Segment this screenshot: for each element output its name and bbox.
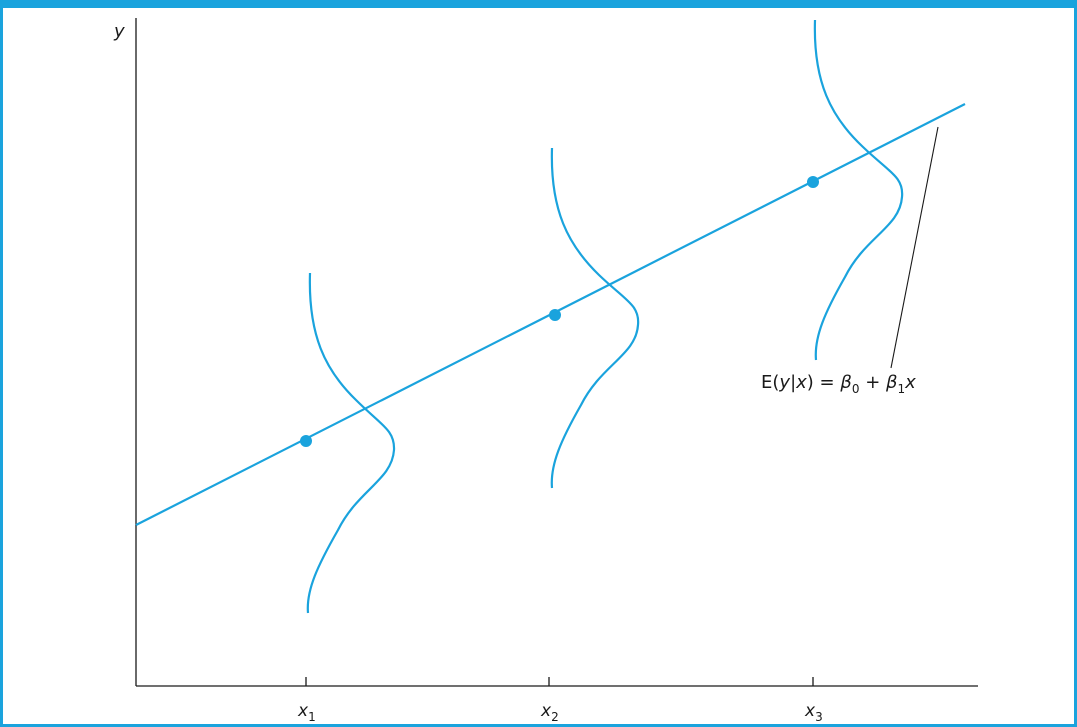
mean-point-x1: [300, 435, 312, 447]
equation-leader-line: [890, 126, 939, 369]
mean-point-x2: [549, 309, 561, 321]
x-tick-label-2: x2: [540, 701, 559, 724]
conditional-distribution-x1: [306, 272, 396, 614]
x-tick-label-1: x1: [297, 701, 316, 724]
x-tick-label-3: x3: [804, 701, 823, 724]
top-frame-bar: [3, 0, 1074, 8]
conditional-distribution-x3: [813, 19, 904, 361]
regression-equation: E(y|x) = β0 + β1x: [761, 372, 916, 396]
y-axis-label: y: [113, 21, 125, 42]
mean-point-x3: [807, 176, 819, 188]
diagram-canvas: y x1 x2 x3 E(y|x) = β0 + β1x: [113, 18, 978, 724]
conditional-distribution-x2: [550, 147, 640, 489]
